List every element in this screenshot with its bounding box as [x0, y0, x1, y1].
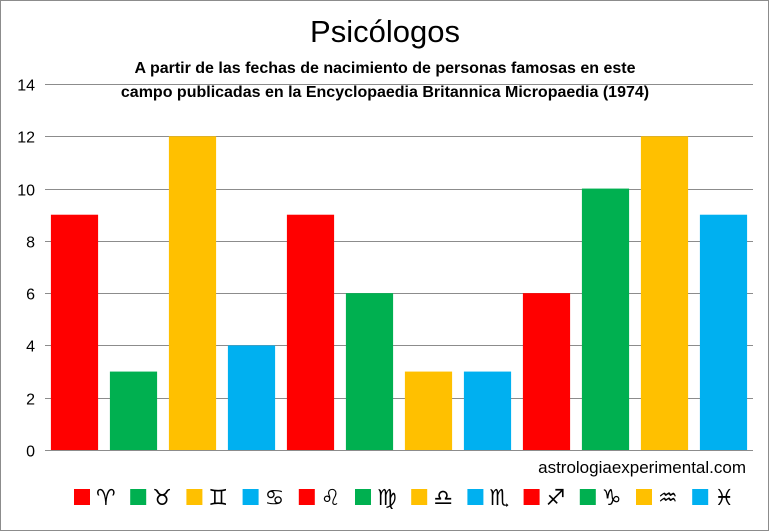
bar: [581, 188, 630, 451]
bar: [168, 136, 217, 451]
legend-label: ♏: [489, 486, 509, 511]
legend-label: ♑: [602, 486, 622, 511]
legend-swatch: [523, 489, 540, 505]
legend-swatch: [355, 489, 371, 505]
bar: [699, 214, 748, 450]
y-tick-label: 0: [26, 444, 35, 461]
chart-subtitle-line-1: A partir de las fechas de nacimiento de …: [135, 60, 636, 77]
legend-swatch: [467, 489, 484, 505]
y-tick-label: 2: [26, 392, 35, 409]
bar: [50, 214, 99, 450]
y-tick-label: 8: [26, 235, 35, 252]
gridlines: [45, 84, 753, 451]
legend-label: ♍: [377, 486, 397, 511]
legend-label: ♈: [96, 486, 116, 511]
legend-label: ♋: [265, 486, 285, 511]
source-credit: astrologiaexperimental.com: [538, 458, 746, 477]
legend-label: ♉: [152, 486, 172, 511]
legend: ♈ ♉ ♊ ♋ ♌ ♍ ♎ ♏ ♐ ♑ ♒ ♓: [74, 486, 734, 511]
bar: [109, 371, 158, 450]
legend-swatch: [636, 489, 652, 505]
y-tick-label: 6: [26, 287, 35, 304]
legend-label: ♎: [433, 486, 453, 511]
bar: [463, 371, 512, 450]
legend-swatch: [411, 489, 428, 505]
bar: [227, 345, 276, 450]
legend-swatch: [692, 489, 709, 505]
legend-swatch: [242, 489, 259, 505]
y-tick-label: 10: [17, 183, 35, 200]
legend-swatch: [130, 489, 147, 505]
bar: [640, 136, 689, 451]
legend-swatch: [74, 489, 90, 505]
legend-swatch: [186, 489, 203, 505]
chart-subtitle-line-2: campo publicadas en la Encyclopaedia Bri…: [121, 84, 649, 101]
y-tick-label: 12: [17, 130, 35, 147]
legend-label: ♓: [714, 486, 734, 511]
y-axis-tick-labels: 0 2 4 6 8 10 12 14: [17, 78, 35, 461]
bars: [50, 136, 748, 451]
bar: [522, 293, 571, 450]
chart-title: Psicólogos: [310, 14, 460, 49]
bar: [286, 214, 335, 450]
y-tick-label: 14: [17, 78, 35, 95]
legend-label: ♌: [321, 486, 341, 511]
legend-swatch: [579, 489, 596, 505]
bar: [345, 293, 394, 450]
legend-label: ♐: [546, 486, 566, 511]
y-tick-label: 4: [26, 339, 35, 356]
legend-label: ♒: [658, 486, 678, 511]
legend-swatch: [298, 489, 315, 505]
legend-label: ♊: [208, 486, 228, 511]
bar: [404, 371, 453, 450]
